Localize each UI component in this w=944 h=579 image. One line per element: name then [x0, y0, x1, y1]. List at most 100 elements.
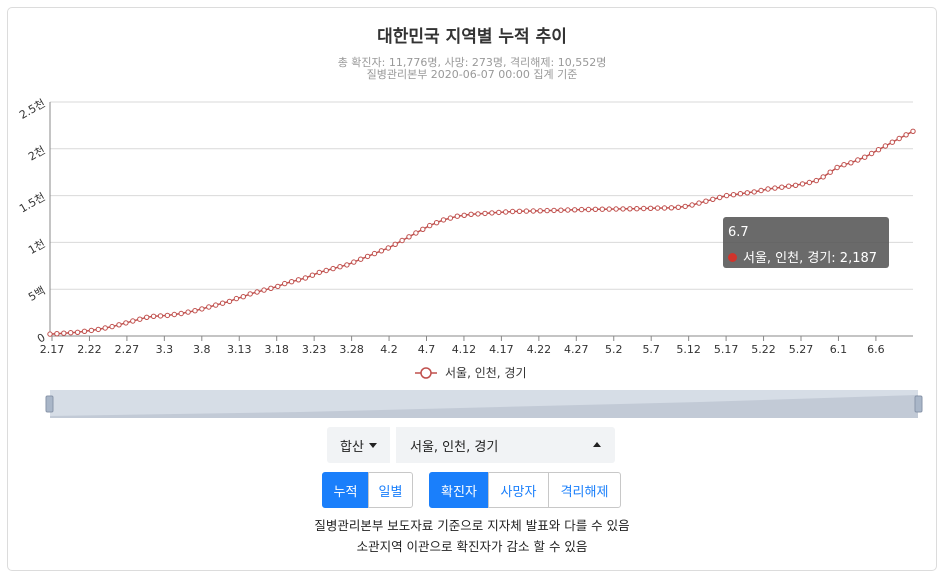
- data-point[interactable]: [868, 150, 875, 157]
- data-point[interactable]: [102, 325, 108, 331]
- data-point[interactable]: [606, 206, 612, 212]
- data-point[interactable]: [309, 272, 316, 278]
- data-point[interactable]: [572, 207, 578, 213]
- data-point[interactable]: [351, 259, 357, 265]
- data-point[interactable]: [81, 328, 88, 334]
- data-point[interactable]: [689, 202, 695, 208]
- data-point[interactable]: [565, 207, 571, 213]
- data-point[interactable]: [371, 250, 378, 257]
- data-point[interactable]: [61, 330, 67, 336]
- region-select[interactable]: 합산: [327, 427, 390, 463]
- data-point[interactable]: [647, 205, 654, 212]
- data-point[interactable]: [772, 185, 778, 191]
- data-point[interactable]: [468, 211, 474, 218]
- data-point[interactable]: [792, 182, 799, 189]
- data-point[interactable]: [516, 208, 523, 215]
- data-point[interactable]: [454, 213, 460, 219]
- data-point[interactable]: [682, 203, 688, 210]
- data-point[interactable]: [461, 212, 467, 219]
- data-point[interactable]: [599, 206, 605, 212]
- data-point[interactable]: [88, 327, 95, 334]
- data-point[interactable]: [661, 205, 668, 211]
- data-point[interactable]: [316, 269, 322, 276]
- data-point[interactable]: [751, 189, 757, 195]
- data-point[interactable]: [730, 192, 737, 198]
- data-point[interactable]: [288, 279, 295, 285]
- data-point[interactable]: [855, 157, 861, 163]
- data-point[interactable]: [537, 208, 543, 214]
- data-point[interactable]: [233, 295, 240, 302]
- data-point[interactable]: [344, 262, 350, 268]
- data-point[interactable]: [447, 215, 454, 221]
- data-point[interactable]: [364, 253, 371, 260]
- data-point[interactable]: [275, 283, 281, 290]
- data-point[interactable]: [406, 234, 412, 240]
- data-point[interactable]: [889, 139, 895, 145]
- data-point[interactable]: [192, 308, 198, 314]
- data-point[interactable]: [68, 330, 74, 336]
- data-point[interactable]: [399, 237, 405, 244]
- data-point[interactable]: [620, 206, 626, 212]
- data-point[interactable]: [433, 220, 440, 226]
- data-point[interactable]: [862, 154, 868, 160]
- data-point[interactable]: [54, 331, 60, 337]
- data-point[interactable]: [641, 205, 647, 212]
- legend[interactable]: 서울, 인천, 경기: [415, 365, 527, 380]
- data-point[interactable]: [496, 209, 502, 216]
- data-point[interactable]: [427, 222, 433, 229]
- data-point[interactable]: [827, 169, 833, 175]
- data-point[interactable]: [578, 206, 585, 213]
- data-point[interactable]: [765, 186, 771, 192]
- data-point[interactable]: [910, 128, 916, 135]
- data-point[interactable]: [489, 210, 495, 216]
- data-point[interactable]: [440, 217, 447, 223]
- data-point[interactable]: [482, 210, 488, 217]
- data-point[interactable]: [509, 208, 516, 215]
- data-point[interactable]: [882, 143, 889, 149]
- data-point[interactable]: [551, 207, 557, 214]
- navigator-left-handle[interactable]: [45, 395, 54, 413]
- data-point[interactable]: [413, 230, 419, 236]
- data-point[interactable]: [95, 326, 102, 333]
- data-point[interactable]: [523, 208, 530, 214]
- data-point[interactable]: [150, 313, 157, 319]
- data-point[interactable]: [737, 191, 744, 197]
- data-point[interactable]: [544, 207, 550, 214]
- range-navigator[interactable]: [45, 390, 923, 418]
- data-point[interactable]: [254, 289, 260, 295]
- data-point[interactable]: [302, 275, 309, 281]
- data-point[interactable]: [758, 187, 764, 194]
- data-point[interactable]: [668, 205, 675, 211]
- deaths-button[interactable]: 사망자: [488, 472, 549, 508]
- cumulative-button[interactable]: 누적: [322, 472, 369, 508]
- data-point[interactable]: [178, 310, 184, 317]
- data-point[interactable]: [475, 211, 481, 217]
- data-point[interactable]: [903, 132, 909, 138]
- data-point[interactable]: [157, 313, 164, 319]
- data-point[interactable]: [799, 181, 806, 187]
- data-point[interactable]: [330, 265, 336, 272]
- data-point[interactable]: [585, 206, 592, 213]
- data-point[interactable]: [282, 280, 288, 287]
- data-point[interactable]: [841, 162, 847, 168]
- data-point[interactable]: [206, 304, 212, 310]
- data-point[interactable]: [358, 256, 364, 262]
- data-point[interactable]: [74, 329, 81, 335]
- data-point[interactable]: [613, 206, 619, 212]
- data-point[interactable]: [675, 204, 681, 211]
- data-point[interactable]: [385, 245, 391, 251]
- released-button[interactable]: 격리해제: [548, 472, 621, 508]
- data-point[interactable]: [779, 184, 785, 190]
- data-point[interactable]: [530, 208, 536, 214]
- data-point[interactable]: [875, 147, 882, 153]
- data-point[interactable]: [337, 264, 343, 270]
- data-point[interactable]: [199, 306, 205, 312]
- data-point[interactable]: [813, 177, 819, 184]
- data-point[interactable]: [247, 291, 253, 297]
- data-point[interactable]: [420, 226, 426, 233]
- data-point[interactable]: [213, 302, 219, 308]
- data-point[interactable]: [164, 312, 171, 319]
- data-point[interactable]: [109, 323, 115, 330]
- data-point[interactable]: [710, 196, 716, 203]
